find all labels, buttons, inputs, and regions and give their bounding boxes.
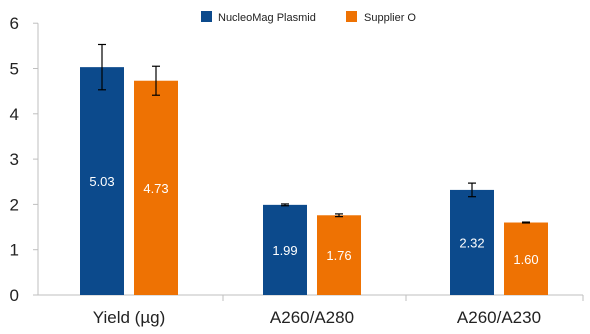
- data-label-1-3: 2.32: [459, 235, 484, 250]
- data-label-2-1: 4.73: [143, 181, 168, 196]
- bar-1-2: [263, 204, 307, 295]
- legend-label-2: Supplier O: [364, 12, 416, 24]
- data-label-2-3: 1.60: [513, 252, 538, 267]
- x-category-label: A260/A280: [270, 308, 354, 327]
- y-tick-label: 2: [10, 195, 19, 214]
- y-tick-label: 4: [10, 105, 19, 124]
- y-axis: 0 1 2 3 4 5 6: [10, 14, 39, 305]
- data-label-2-2: 1.76: [326, 248, 351, 263]
- legend-label-1: NucleoMag Plasmid: [218, 12, 316, 24]
- legend: NucleoMag Plasmid Supplier O: [201, 11, 416, 24]
- x-axis: Yield (µg) A260/A280 A260/A230: [38, 294, 584, 327]
- data-label-1-1: 5.03: [89, 174, 114, 189]
- x-category-label: A260/A230: [457, 308, 541, 327]
- bar-2-1: [134, 80, 178, 295]
- legend-swatch-1: [201, 11, 212, 22]
- legend-swatch-2: [346, 11, 357, 22]
- x-category-label: Yield (µg): [93, 308, 165, 327]
- y-tick-label: 1: [10, 241, 19, 260]
- bar-2-3: [504, 222, 548, 295]
- y-tick-label: 3: [10, 150, 19, 169]
- data-label-1-2: 1.99: [272, 243, 297, 258]
- bar-1-1: [80, 67, 124, 296]
- y-tick-label: 6: [10, 14, 19, 33]
- bar-1-3: [450, 189, 494, 295]
- y-tick-label: 5: [10, 60, 19, 79]
- bar-2-2: [317, 215, 361, 295]
- bars: 5.03 4.73 1.99 1.76 2.32 1.60: [80, 43, 548, 296]
- y-tick-label: 0: [10, 286, 19, 305]
